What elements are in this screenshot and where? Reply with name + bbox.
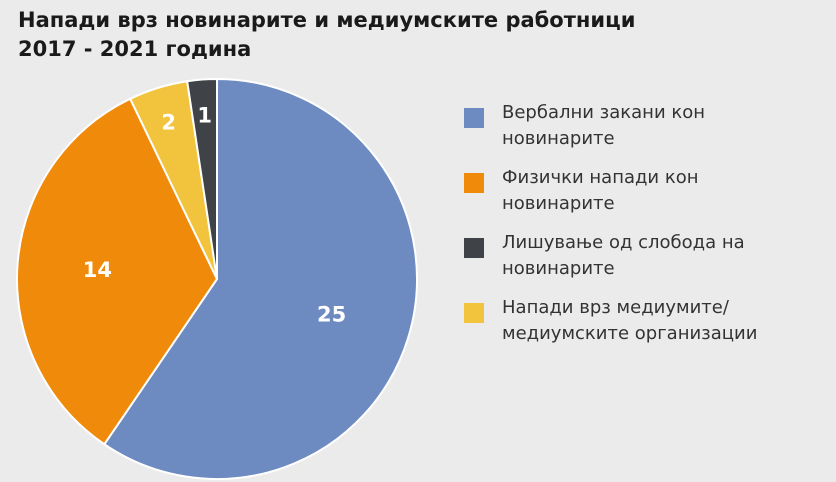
data-label-physical: 14: [83, 258, 112, 282]
chart-title-line-1: Напади врз новинарите и медиумските рабо…: [18, 8, 636, 32]
pie-slices: [16, 77, 418, 480]
legend-item-verbal: Вербални закани кон новинарите: [464, 100, 814, 165]
legend: Вербални закани кон новинарите Физички н…: [464, 100, 814, 360]
pie-slice-physical: [16, 97, 219, 446]
legend-label-verbal: Вербални закани кон новинарите: [502, 102, 706, 149]
data-label-verbal: 25: [317, 302, 346, 326]
pie-slice-verbal: [102, 77, 418, 480]
legend-label-detention: Лишување од слобода на новинарите: [502, 232, 745, 279]
legend-item-detention: Лишување од слобода на новинарите: [464, 230, 814, 295]
legend-label-media: Напади врз медиумите/ медиумските органи…: [502, 297, 758, 344]
data-label-media: 2: [161, 110, 176, 134]
legend-item-physical: Физички напади кон новинарите: [464, 165, 814, 230]
data-label-detention: 1: [197, 103, 212, 127]
legend-swatch-verbal: [464, 108, 484, 128]
pie-slice-detention: [186, 77, 218, 280]
legend-swatch-physical: [464, 173, 484, 193]
legend-item-media: Напади врз медиумите/ медиумските органи…: [464, 295, 814, 360]
legend-swatch-detention: [464, 238, 484, 258]
legend-label-physical: Физички напади кон новинарите: [502, 167, 699, 214]
legend-swatch-media: [464, 303, 484, 323]
chart-title: Напади врз новинарите и медиумските рабо…: [18, 6, 635, 64]
pie-data-labels: 25 14 2 1: [83, 103, 347, 326]
chart-title-line-2: 2017 - 2021 година: [18, 37, 252, 61]
